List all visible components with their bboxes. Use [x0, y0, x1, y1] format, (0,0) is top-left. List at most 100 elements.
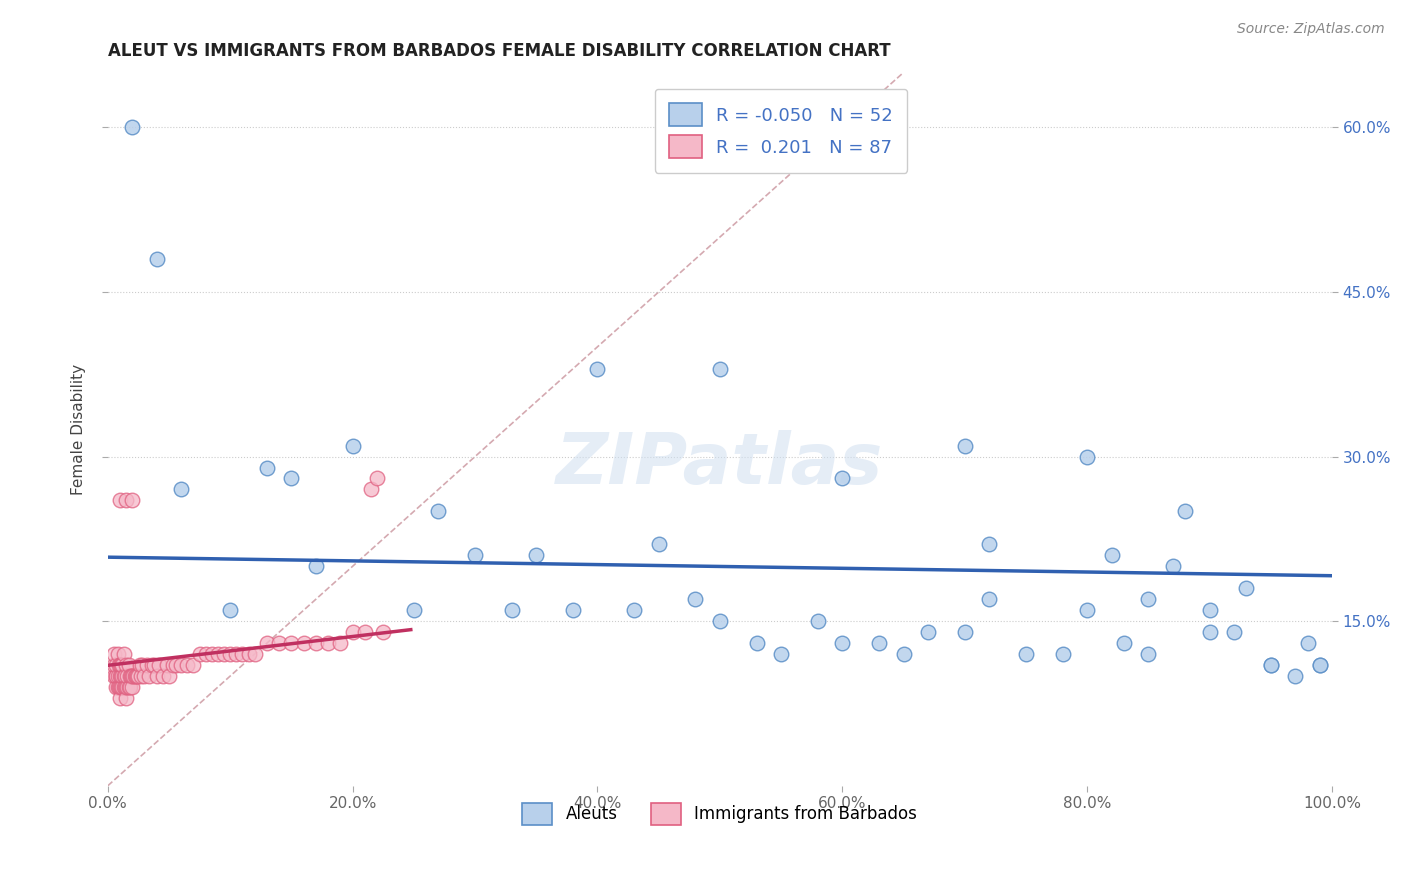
Point [105, 658, 128, 673]
Point [238, 647, 260, 661]
Point [155, 658, 177, 673]
Point [280, 636, 302, 650]
Point [152, 669, 174, 683]
Point [103, 669, 125, 683]
Point [305, 559, 328, 574]
Point [360, 483, 382, 497]
Point [917, 625, 939, 640]
Point [125, 669, 148, 683]
Point [115, 658, 138, 673]
Point [115, 690, 138, 705]
Point [586, 361, 609, 376]
Point [1174, 504, 1197, 518]
Point [194, 647, 217, 661]
Point [107, 680, 129, 694]
Point [953, 625, 976, 640]
Point [280, 471, 302, 485]
Point [108, 690, 131, 705]
Point [111, 680, 134, 694]
Point [893, 647, 915, 661]
Point [110, 658, 132, 673]
Point [1137, 647, 1160, 661]
Point [979, 537, 1001, 551]
Point [1260, 658, 1282, 673]
Point [354, 625, 377, 640]
Point [1137, 592, 1160, 607]
Point [366, 471, 388, 485]
Point [117, 669, 139, 683]
Point [108, 680, 131, 694]
Point [148, 658, 170, 673]
Point [647, 537, 669, 551]
Point [129, 669, 152, 683]
Point [256, 636, 278, 650]
Point [165, 658, 187, 673]
Point [115, 493, 138, 508]
Point [105, 669, 128, 683]
Point [127, 669, 149, 683]
Point [170, 658, 193, 673]
Point [231, 647, 253, 661]
Point [953, 439, 976, 453]
Point [316, 636, 339, 650]
Point [170, 483, 193, 497]
Point [108, 658, 131, 673]
Point [143, 658, 166, 673]
Point [103, 658, 125, 673]
Point [121, 120, 143, 135]
Point [120, 669, 142, 683]
Point [117, 680, 139, 694]
Point [162, 658, 184, 673]
Point [136, 658, 159, 673]
Point [1309, 658, 1331, 673]
Point [501, 603, 523, 617]
Point [1112, 636, 1135, 650]
Point [201, 647, 224, 661]
Point [115, 680, 138, 694]
Point [107, 680, 129, 694]
Point [1161, 559, 1184, 574]
Point [831, 636, 853, 650]
Point [212, 647, 235, 661]
Point [464, 549, 486, 563]
Point [107, 658, 129, 673]
Point [105, 669, 128, 683]
Point [105, 680, 128, 694]
Point [121, 493, 143, 508]
Point [1284, 669, 1306, 683]
Text: Source: ZipAtlas.com: Source: ZipAtlas.com [1237, 22, 1385, 37]
Point [1101, 549, 1123, 563]
Point [121, 680, 143, 694]
Point [1198, 603, 1220, 617]
Point [108, 669, 131, 683]
Point [114, 680, 136, 694]
Point [111, 669, 134, 683]
Point [107, 669, 129, 683]
Point [1260, 658, 1282, 673]
Point [114, 669, 136, 683]
Point [831, 471, 853, 485]
Point [128, 658, 150, 673]
Text: ZIPatlas: ZIPatlas [557, 430, 883, 500]
Point [562, 603, 585, 617]
Point [243, 647, 266, 661]
Point [108, 493, 131, 508]
Y-axis label: Female Disability: Female Disability [72, 364, 86, 495]
Point [219, 603, 242, 617]
Point [112, 647, 135, 661]
Point [709, 614, 731, 628]
Point [131, 658, 153, 673]
Point [329, 636, 352, 650]
Point [110, 669, 132, 683]
Point [145, 252, 167, 266]
Point [1076, 450, 1098, 464]
Point [183, 658, 205, 673]
Point [127, 669, 149, 683]
Point [111, 658, 134, 673]
Point [292, 636, 315, 650]
Point [524, 549, 547, 563]
Point [134, 669, 156, 683]
Point [979, 592, 1001, 607]
Point [141, 658, 163, 673]
Point [402, 603, 425, 617]
